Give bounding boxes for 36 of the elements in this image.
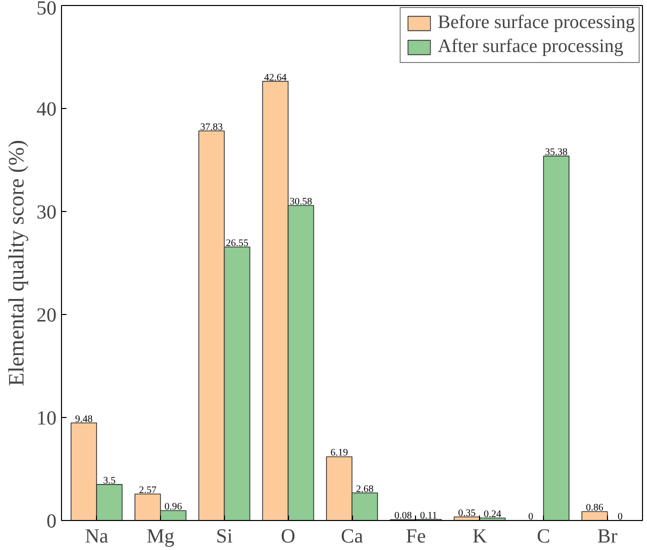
x-tick-label: Na — [84, 526, 108, 548]
data-label: 0.08 — [394, 510, 412, 522]
y-axis-title: Elemental quality score (%) — [4, 140, 28, 386]
data-label: 0.35 — [458, 508, 476, 519]
x-tick-label: Si — [216, 526, 234, 548]
data-label: 6.19 — [330, 448, 348, 459]
x-tick-label: Br — [597, 526, 618, 548]
x-tick-label: Mg — [146, 526, 174, 548]
data-label: 3.5 — [103, 475, 116, 486]
legend-label: After surface processing — [438, 36, 624, 58]
x-tick-label: O — [280, 526, 296, 548]
data-label: 26.55 — [226, 238, 248, 250]
y-tick-label: 10 — [36, 408, 56, 430]
legend-label: Before surface processing — [438, 12, 635, 34]
y-tick-label: 30 — [36, 202, 56, 224]
data-label: 0.24 — [484, 509, 502, 520]
data-label: 35.38 — [545, 147, 568, 158]
data-label: 42.64 — [264, 72, 287, 84]
x-tick-label: C — [536, 526, 550, 548]
data-label: 0.11 — [420, 510, 438, 522]
y-tick-label: 40 — [36, 98, 56, 120]
x-tick-label: K — [472, 526, 488, 548]
x-tick-label: Ca — [340, 526, 364, 548]
data-label: 2.57 — [138, 485, 156, 496]
data-label: 0.96 — [164, 502, 182, 513]
y-tick-label: 0 — [46, 510, 56, 532]
y-tick-label: 20 — [36, 304, 56, 326]
data-label: 0.86 — [586, 502, 604, 514]
data-label: 37.83 — [200, 122, 223, 133]
x-tick-label: Fe — [406, 526, 426, 548]
data-label: 0 — [528, 512, 534, 522]
data-label: 30.58 — [290, 196, 312, 208]
data-label: 9.48 — [75, 414, 93, 425]
y-tick-label: 50 — [36, 0, 56, 20]
data-label: 2.68 — [356, 484, 374, 495]
data-label: 0 — [618, 512, 623, 522]
